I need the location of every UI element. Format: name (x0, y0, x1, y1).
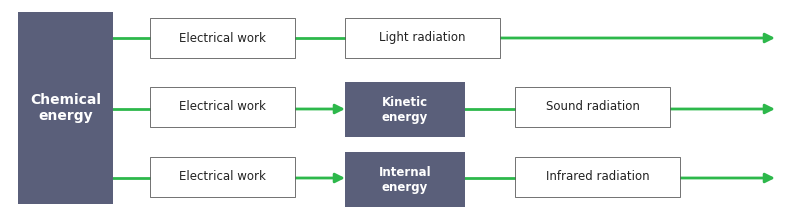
Text: Light radiation: Light radiation (379, 31, 466, 44)
Bar (345, 82, 465, 137)
Text: Chemical
energy: Chemical energy (30, 93, 101, 123)
Bar (345, 18, 500, 58)
Text: Electrical work: Electrical work (179, 100, 266, 113)
Bar (150, 18, 295, 58)
Text: Internal
energy: Internal energy (378, 166, 431, 194)
Bar (150, 157, 295, 197)
Text: Infrared radiation: Infrared radiation (546, 171, 650, 184)
Text: Kinetic
energy: Kinetic energy (382, 95, 428, 123)
Bar (345, 152, 465, 207)
Bar (150, 87, 295, 127)
Text: Electrical work: Electrical work (179, 171, 266, 184)
Bar (515, 87, 670, 127)
Text: Sound radiation: Sound radiation (546, 100, 639, 113)
Text: Electrical work: Electrical work (179, 31, 266, 44)
Bar (515, 157, 680, 197)
Bar (18, 12, 113, 204)
